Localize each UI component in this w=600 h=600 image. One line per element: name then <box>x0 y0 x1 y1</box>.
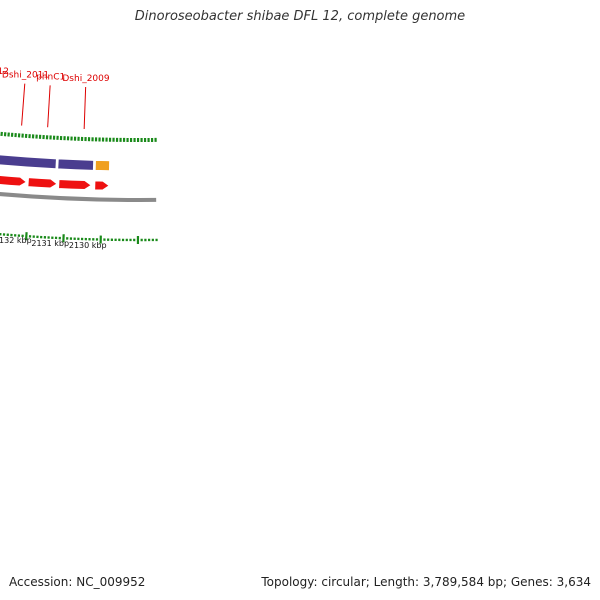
gene-label: phnC1 <box>36 72 65 82</box>
backbone <box>0 191 157 202</box>
major-tick <box>24 232 28 241</box>
reverse-feature <box>57 158 95 171</box>
forward-feature <box>94 180 111 191</box>
leader-line <box>21 83 26 126</box>
leader-line <box>47 85 51 128</box>
backbone-arc <box>0 191 157 202</box>
gene-features <box>0 154 111 191</box>
kbp-label: 2132 kbp <box>0 236 32 245</box>
map-title: Dinoroseobacter shibae DFL 12, complete … <box>134 9 466 24</box>
gene-label: Dshi_2011 <box>2 71 49 81</box>
forward-feature <box>58 178 93 191</box>
topology-text: Topology: circular; Length: 3,789,584 bp… <box>261 575 591 589</box>
kbp-label: 2130 kbp <box>69 241 107 250</box>
kbp-label: 2131 kbp <box>31 239 69 248</box>
gene-label: Dshi_2009 <box>62 74 110 84</box>
gene-labels: ugpE3ugpA4ugpB1Dshi_2013Dshi_2012Dshi_20… <box>0 67 110 130</box>
gene-label: Dshi_2012 <box>0 67 9 77</box>
reverse-feature <box>0 154 57 170</box>
leader-line <box>83 87 87 130</box>
reverse-feature <box>94 159 111 172</box>
forward-feature <box>27 177 58 189</box>
scale-ticks: 2137 kbp2136 kbp2135 kbp2134 kbp2133 kbp… <box>0 131 158 250</box>
accession-text: Accession: NC_009952 <box>9 575 146 589</box>
forward-feature <box>0 174 28 187</box>
